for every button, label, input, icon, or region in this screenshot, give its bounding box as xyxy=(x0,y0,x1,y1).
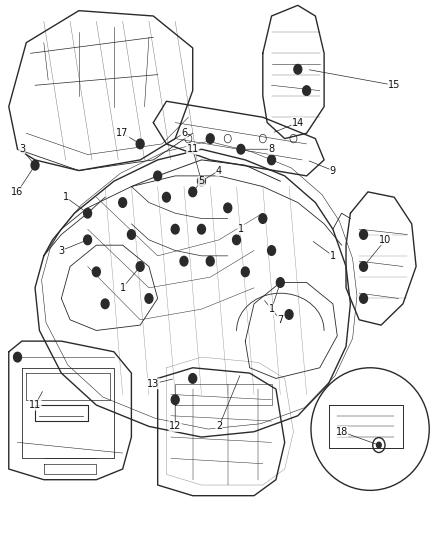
Text: 8: 8 xyxy=(268,144,275,154)
Circle shape xyxy=(145,294,153,303)
Circle shape xyxy=(206,256,214,266)
Circle shape xyxy=(171,224,179,234)
Circle shape xyxy=(303,86,311,95)
Circle shape xyxy=(285,310,293,319)
Circle shape xyxy=(119,198,127,207)
Circle shape xyxy=(162,192,170,202)
Circle shape xyxy=(31,160,39,170)
Text: 11: 11 xyxy=(29,400,41,410)
Circle shape xyxy=(84,208,92,218)
Text: 14: 14 xyxy=(292,118,304,127)
Text: 4: 4 xyxy=(216,166,222,175)
Text: 1: 1 xyxy=(120,283,126,293)
Text: 16: 16 xyxy=(11,187,24,197)
Text: 6: 6 xyxy=(181,128,187,138)
Circle shape xyxy=(377,442,381,448)
Text: 12: 12 xyxy=(169,422,181,431)
Circle shape xyxy=(360,294,367,303)
Circle shape xyxy=(198,176,205,186)
Text: 11: 11 xyxy=(187,144,199,154)
Circle shape xyxy=(294,64,302,74)
Text: 9: 9 xyxy=(330,166,336,175)
Circle shape xyxy=(127,230,135,239)
Circle shape xyxy=(154,171,162,181)
Text: 10: 10 xyxy=(379,235,392,245)
Circle shape xyxy=(224,203,232,213)
Circle shape xyxy=(14,352,21,362)
Circle shape xyxy=(189,187,197,197)
Circle shape xyxy=(198,224,205,234)
Circle shape xyxy=(92,267,100,277)
Circle shape xyxy=(101,299,109,309)
Circle shape xyxy=(241,267,249,277)
Text: 1: 1 xyxy=(63,192,69,202)
Circle shape xyxy=(206,134,214,143)
Text: 1: 1 xyxy=(330,251,336,261)
Text: 7: 7 xyxy=(277,315,283,325)
Text: 1: 1 xyxy=(268,304,275,314)
Circle shape xyxy=(276,278,284,287)
Circle shape xyxy=(84,235,92,245)
Text: 18: 18 xyxy=(336,427,348,437)
Text: 3: 3 xyxy=(19,144,25,154)
Circle shape xyxy=(360,230,367,239)
Circle shape xyxy=(237,144,245,154)
Circle shape xyxy=(268,155,276,165)
Text: 3: 3 xyxy=(58,246,64,255)
Text: 5: 5 xyxy=(198,176,205,186)
Text: 17: 17 xyxy=(117,128,129,138)
Text: 1: 1 xyxy=(238,224,244,234)
Circle shape xyxy=(136,262,144,271)
Text: 15: 15 xyxy=(388,80,400,90)
Circle shape xyxy=(171,395,179,405)
Circle shape xyxy=(180,256,188,266)
Circle shape xyxy=(259,214,267,223)
Circle shape xyxy=(189,374,197,383)
Circle shape xyxy=(233,235,240,245)
Circle shape xyxy=(136,139,144,149)
Text: 13: 13 xyxy=(147,379,159,389)
Circle shape xyxy=(268,246,276,255)
Text: 2: 2 xyxy=(216,422,222,431)
Circle shape xyxy=(360,262,367,271)
